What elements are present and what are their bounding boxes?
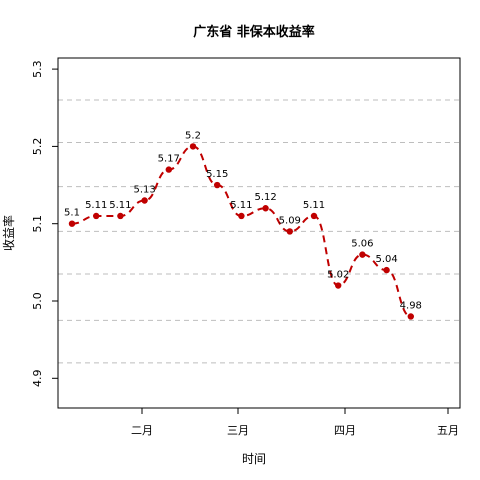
data-label: 5.02 xyxy=(327,270,349,281)
data-label: 5.09 xyxy=(279,215,301,226)
data-point xyxy=(383,266,390,274)
x-axis-label: 时间 xyxy=(242,452,266,466)
data-label: 5.11 xyxy=(303,200,325,211)
data-label: 5.13 xyxy=(133,185,155,196)
data-point xyxy=(238,212,245,220)
data-label: 5.06 xyxy=(351,239,373,250)
data-label: 5.17 xyxy=(158,154,180,165)
data-point xyxy=(359,251,366,258)
x-tick-label: 四月 xyxy=(334,424,356,437)
data-point xyxy=(335,282,342,289)
grid-lines xyxy=(58,99,460,364)
data-point xyxy=(189,143,197,150)
data-label: 5.11 xyxy=(109,200,131,211)
y-tick-label: 5.1 xyxy=(31,215,44,233)
data-label: 5.11 xyxy=(85,200,107,211)
data-point xyxy=(68,220,76,227)
data-label: 5.11 xyxy=(230,200,252,211)
y-tick-label: 5.3 xyxy=(31,60,44,78)
x-tick-label: 五月 xyxy=(437,424,459,437)
data-label: 5.12 xyxy=(254,192,276,203)
data-point xyxy=(117,212,124,220)
data-point xyxy=(262,205,269,212)
data-point xyxy=(214,181,221,189)
y-tick-label: 5.0 xyxy=(31,292,44,310)
data-point xyxy=(141,197,148,204)
data-point xyxy=(93,212,100,220)
data-label: 5.04 xyxy=(375,254,397,265)
series-line xyxy=(71,145,412,318)
data-point xyxy=(407,313,414,320)
y-tick-label: 5.2 xyxy=(31,138,44,156)
y-axis: 4.9 5.0 5.1 5.2 5.3 xyxy=(31,60,58,387)
x-tick-label: 二月 xyxy=(131,424,153,437)
data-points xyxy=(68,143,414,320)
data-label: 5.15 xyxy=(206,169,228,180)
data-point xyxy=(165,166,172,173)
data-label: 4.98 xyxy=(400,300,422,311)
data-label: 5.2 xyxy=(185,130,201,141)
y-axis-label: 收益率 xyxy=(1,215,16,251)
plot-frame xyxy=(57,57,461,409)
data-label: 5.1 xyxy=(64,208,80,219)
chart-title: 广东省 非保本收益率 xyxy=(193,24,315,40)
data-point xyxy=(310,212,318,220)
data-point xyxy=(286,228,293,235)
y-tick-label: 4.9 xyxy=(31,370,44,388)
x-axis: 二月 三月 四月 五月 xyxy=(131,408,459,437)
data-labels: 5.15.11 5.115.135.175.25.155.115.125.095.… xyxy=(64,130,422,311)
x-tick-label: 三月 xyxy=(227,424,249,437)
